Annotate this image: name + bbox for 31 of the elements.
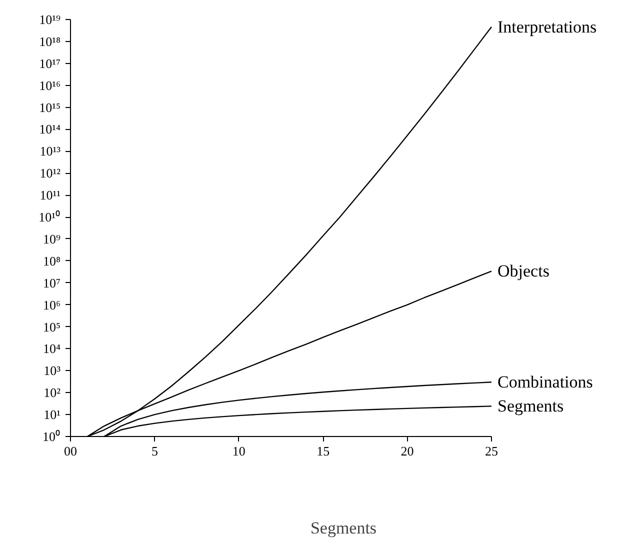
x-tick-label: 5 bbox=[151, 444, 158, 458]
y-tick-label: 10¹ bbox=[44, 407, 61, 422]
y-tick-label: 10¹⁷ bbox=[39, 56, 61, 71]
x-tick-label: 15 bbox=[316, 444, 330, 458]
series-label: Interpretations bbox=[498, 17, 597, 36]
y-tick-label: 10⁵ bbox=[42, 319, 61, 334]
y-tick-label: 10¹² bbox=[40, 166, 61, 181]
y-tick-label: 10² bbox=[44, 385, 61, 400]
y-tick-label: 10¹⁵ bbox=[39, 100, 61, 115]
x-tick-label: 20 bbox=[400, 444, 414, 458]
series-label: Segments bbox=[498, 396, 564, 416]
series-label: Objects bbox=[498, 262, 550, 281]
y-tick-label: 10¹⁰ bbox=[38, 210, 61, 225]
y-tick-label: 10⁸ bbox=[42, 253, 61, 268]
x-tick-label: 10 bbox=[232, 444, 246, 458]
y-tick-label: 10¹⁸ bbox=[39, 34, 61, 49]
y-tick-label: 10¹⁹ bbox=[39, 12, 61, 27]
x-tick-label: 25 bbox=[485, 444, 498, 458]
y-tick-label: 10¹¹ bbox=[40, 188, 61, 203]
y-tick-label: 10⁰ bbox=[42, 429, 60, 444]
y-tick-label: 10¹⁴ bbox=[39, 122, 61, 137]
series-label: Combinations bbox=[498, 372, 593, 392]
y-tick-label: 10⁷ bbox=[42, 275, 61, 290]
x-axis-title: Segments bbox=[310, 518, 377, 538]
y-tick-label: 10³ bbox=[44, 363, 61, 378]
y-tick-label: 10¹⁶ bbox=[39, 78, 61, 93]
x-tick-label: 00 bbox=[64, 444, 77, 458]
y-tick-label: 10⁶ bbox=[42, 297, 61, 312]
y-tick-label: 10⁴ bbox=[42, 341, 61, 356]
y-tick-label: 10⁹ bbox=[42, 231, 61, 246]
y-tick-label: 10¹³ bbox=[40, 144, 61, 159]
